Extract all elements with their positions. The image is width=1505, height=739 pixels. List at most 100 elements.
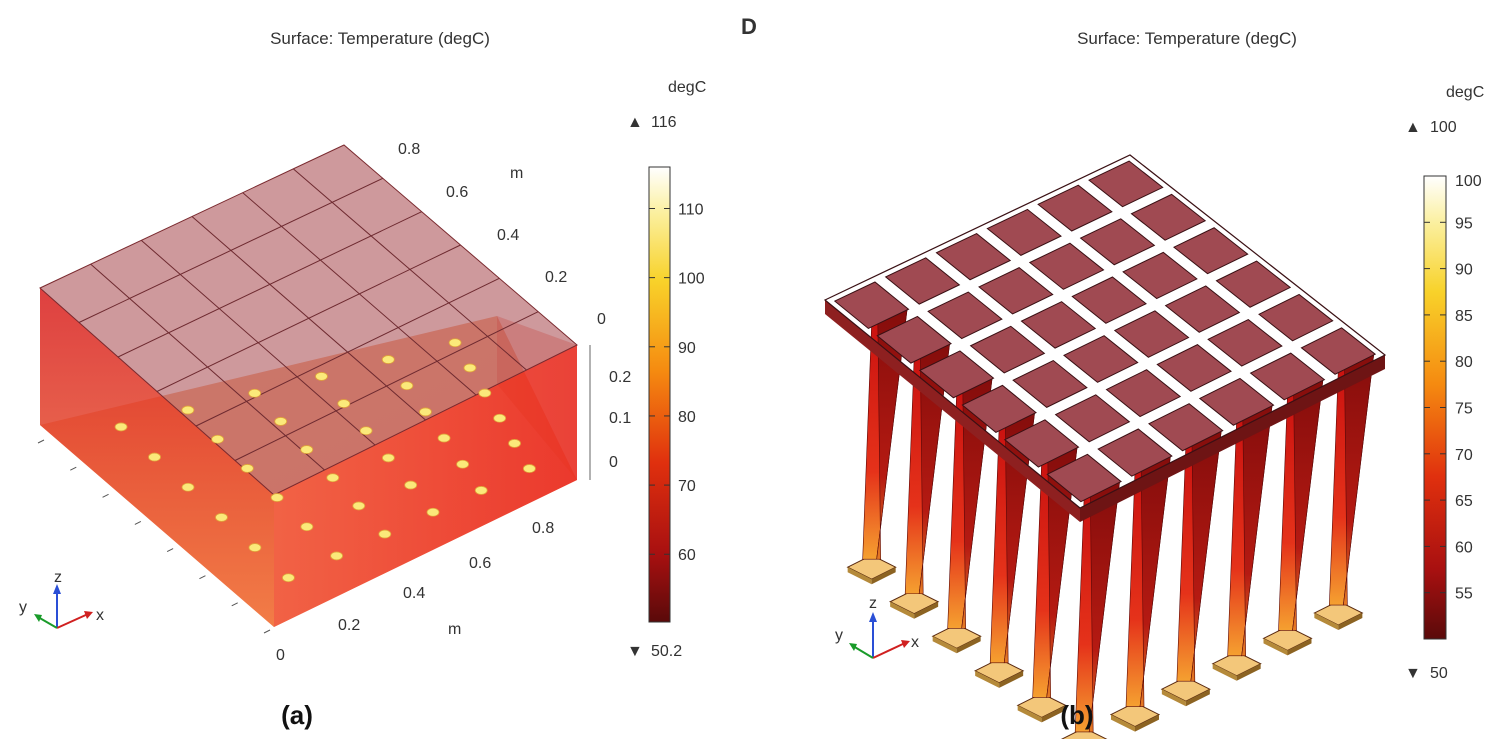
colorbar-gradient (648, 166, 671, 623)
top-plate-outline (823, 154, 1387, 509)
heat-source (270, 493, 284, 502)
fin-base-side (1017, 705, 1042, 723)
stray-marker: D (741, 14, 757, 39)
heat-source (493, 413, 507, 423)
top-tile (1113, 310, 1190, 358)
triad-z-label: z (869, 595, 877, 612)
panel-a: Surface: Temperature (degC) 0.8 0.6 0.4 … (19, 29, 706, 730)
heat-source (382, 453, 395, 463)
top-plate-edge (1080, 355, 1385, 522)
top-tile (833, 281, 910, 330)
top-tile (1215, 260, 1292, 308)
fin-base-side (956, 636, 981, 654)
colorbar-min-marker: ▼ (1405, 665, 1421, 682)
fin-base-side (1161, 689, 1186, 707)
fin-base-side (1338, 613, 1363, 631)
top-tile (876, 315, 952, 364)
fin-base-side (1236, 663, 1261, 681)
colorbar-tick-label: 80 (1455, 354, 1473, 371)
colorbar-tick-label: 90 (678, 340, 696, 357)
heat-source (426, 507, 440, 517)
heat-source (478, 388, 492, 398)
fin-base-side (1287, 638, 1312, 656)
top-tile (1037, 184, 1113, 232)
heat-source (330, 551, 344, 561)
top-tile (1173, 227, 1249, 275)
heat-source (352, 501, 366, 511)
fin-base-side (871, 567, 896, 585)
top-tile (927, 291, 1003, 340)
colorbar-tick-label: 100 (1455, 173, 1482, 190)
heat-source (419, 407, 432, 417)
z-tick: 0.2 (609, 369, 631, 386)
colorbar-unit: degC (668, 79, 706, 96)
x-tick: 0.2 (338, 617, 360, 634)
top-tile (1258, 293, 1334, 342)
panel-a-colorbar: degC ▲ 116 110 100 90 80 70 60 ▼ 50.2 (627, 79, 706, 660)
top-tile (1207, 318, 1283, 367)
triad-x-label: x (96, 607, 104, 624)
edge-tick (263, 629, 271, 634)
heat-source (463, 363, 477, 373)
colorbar-min-marker: ▼ (627, 643, 643, 660)
top-tile (1020, 301, 1097, 349)
heat-source (300, 522, 314, 532)
colorbar-max-label: 116 (651, 114, 677, 131)
heat-source (248, 388, 262, 398)
top-tile (1156, 344, 1232, 392)
top-tile (986, 208, 1062, 256)
colorbar-tick-label: 65 (1455, 493, 1473, 510)
colorbar-min-label: 50.2 (651, 643, 682, 660)
top-tile (1046, 453, 1122, 503)
colorbar-max-marker: ▲ (1405, 119, 1421, 136)
edge-tick (231, 602, 238, 607)
fin-base-side (1185, 689, 1210, 707)
heat-source (315, 372, 328, 381)
y-tick: 0.8 (398, 141, 420, 158)
triad-y-label: y (835, 627, 843, 644)
heat-source (282, 573, 295, 583)
top-tile (1063, 335, 1139, 383)
colorbar-tick-label: 70 (1455, 447, 1473, 464)
x-tick: 0.6 (469, 555, 491, 572)
panel-a-title: Surface: Temperature (degC) (270, 29, 490, 48)
triad-y-label: y (19, 599, 27, 616)
top-tile (1249, 352, 1326, 401)
top-tile (1012, 359, 1088, 408)
panel-b-colorbar: degC ▲ 100 100 95 90 85 80 75 70 65 60 55 ▼ 50 (1405, 84, 1484, 682)
grid-line (234, 311, 539, 461)
panel-a-axis-triad: z y x (19, 569, 104, 629)
panel-a-z-axis: 0.2 0.1 0 (589, 345, 631, 480)
colorbar-max-label: 100 (1430, 119, 1457, 136)
panel-a-edge-ticks (37, 439, 271, 634)
top-tile (1300, 327, 1377, 375)
x-tick: 0.4 (403, 585, 425, 602)
edge-tick (199, 575, 206, 580)
fin-base-side (914, 601, 939, 619)
colorbar-tick-label: 110 (678, 201, 704, 218)
top-tile (935, 233, 1012, 281)
edge-tick (134, 520, 142, 525)
colorbar-tick-label: 60 (678, 547, 696, 564)
top-tile (1028, 242, 1105, 290)
fin-base-side (932, 636, 957, 654)
panel-a-grid (78, 168, 539, 471)
panel-b-title: Surface: Temperature (degC) (1077, 29, 1297, 48)
heat-source (181, 482, 195, 492)
colorbar-max-marker: ▲ (627, 114, 643, 131)
y-axis-unit: m (510, 165, 523, 182)
y-tick: 0.2 (545, 269, 567, 286)
x-tick: 0.8 (532, 520, 554, 537)
top-tile (961, 384, 1037, 433)
edge-tick (37, 439, 45, 444)
top-tile (1198, 377, 1275, 426)
heat-source (211, 434, 225, 444)
y-tick: 0.6 (446, 184, 468, 201)
z-tick: 0 (609, 454, 618, 471)
top-plate-edge (825, 300, 1080, 522)
y-tick: 0.4 (497, 227, 519, 244)
heat-source (114, 422, 128, 432)
triad-z-label: z (54, 569, 62, 586)
fin-base-side (1111, 714, 1135, 732)
